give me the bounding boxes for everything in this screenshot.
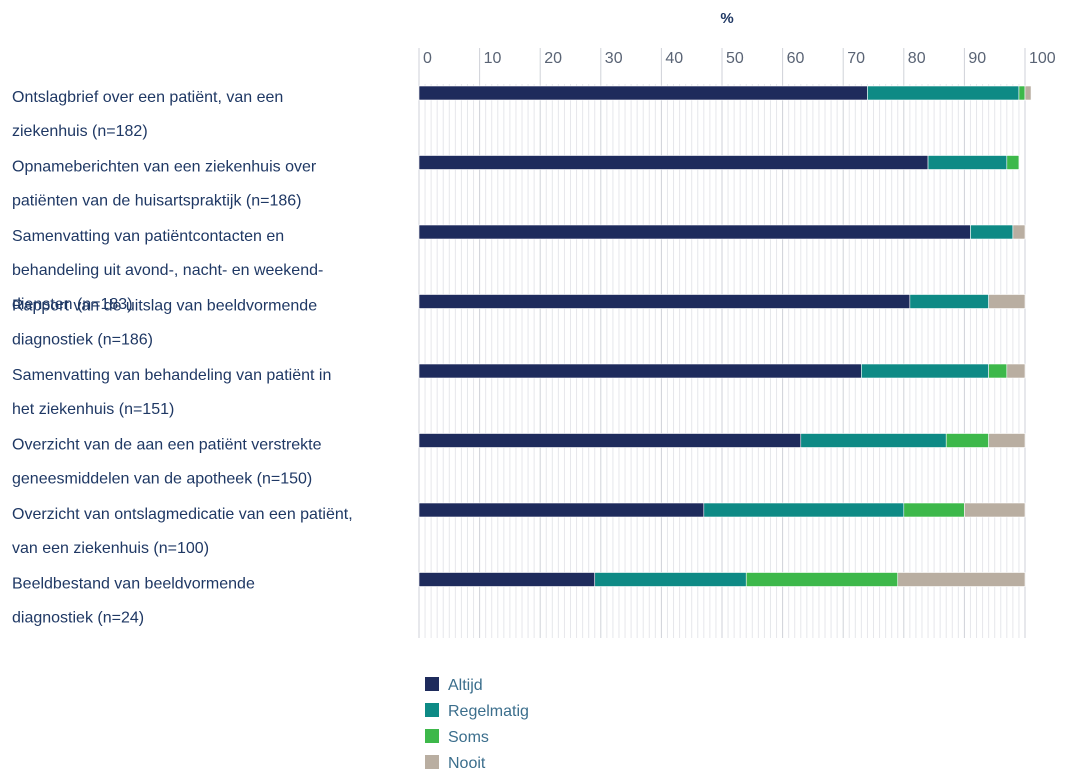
category-label-line: diagnostiek (n=24)	[12, 610, 144, 627]
category-label: Overzicht van de aan een patiënt verstre…	[12, 437, 322, 488]
category-label-line: ziekenhuis (n=182)	[12, 123, 148, 140]
category-label-line: Samenvatting van patiëntcontacten en	[12, 228, 284, 245]
bar-segment-soms	[1006, 155, 1020, 170]
category-label-line: Opnameberichten van een ziekenhuis over	[12, 159, 317, 176]
bar-segment-altijd	[418, 224, 971, 240]
category-label-line: Beeldbestand van beeldvormende	[12, 576, 255, 593]
category-label-line: Samenvatting van behandeling van patiënt…	[12, 367, 331, 384]
legend-swatch	[425, 703, 439, 717]
x-tick-label: 20	[544, 50, 562, 67]
legend: Altijd Regelmatig Soms Nooit	[425, 677, 529, 772]
bar-segment-regelmatig	[800, 433, 947, 448]
bar-segment-nooit	[964, 502, 1026, 518]
legend-label: Soms	[448, 729, 489, 746]
legend-swatch	[425, 677, 439, 691]
bar-segment-regelmatig	[970, 224, 1014, 240]
grid-lines	[418, 48, 1026, 638]
legend-swatch	[425, 755, 439, 769]
bar-segment-altijd	[418, 294, 911, 309]
bar-segment-nooit	[1006, 363, 1026, 379]
bar-segment-nooit	[988, 433, 1026, 448]
bar-segment-regelmatig	[909, 294, 989, 309]
category-label-line: Rapport van de uitslag van beeldvormende	[12, 298, 317, 315]
bar-segment-regelmatig	[867, 85, 1020, 101]
category-label-line: behandeling uit avond-, nacht- en weeken…	[12, 262, 323, 279]
category-label: Samenvatting van behandeling van patiënt…	[12, 367, 331, 418]
category-label: Rapport van de uitslag van beeldvormende…	[12, 298, 317, 349]
legend-label: Altijd	[448, 677, 483, 694]
category-label-line: Overzicht van ontslagmedicatie van een p…	[12, 506, 353, 523]
bar-segment-altijd	[418, 433, 802, 448]
bar-segment-regelmatig	[927, 155, 1008, 170]
x-tick-label: 60	[787, 50, 805, 67]
legend-label: Nooit	[448, 755, 486, 772]
x-tick-label: 40	[665, 50, 683, 67]
bar-segment-altijd	[418, 502, 705, 518]
legend-swatch	[425, 729, 439, 743]
category-label-line: geneesmiddelen van de apotheek (n=150)	[12, 471, 312, 488]
bar-segment-regelmatig	[861, 363, 989, 379]
bar-segment-soms	[945, 433, 989, 448]
legend-label: Regelmatig	[448, 703, 529, 720]
x-axis-label: %	[720, 10, 733, 27]
x-axis-ticks: 0 10 20 30 40 50 60 70 80 90 100	[423, 50, 1056, 67]
bar-segment-soms	[1018, 85, 1026, 101]
bar-segment-soms	[745, 572, 899, 587]
category-label-line: van een ziekenhuis (n=100)	[12, 540, 209, 557]
category-label: Ontslagbrief over een patiënt, van een zi…	[12, 89, 283, 140]
category-label: Opnameberichten van een ziekenhuis over p…	[12, 159, 317, 210]
bar-segment-altijd	[418, 363, 862, 379]
x-tick-label: 0	[423, 50, 432, 67]
x-tick-label: 10	[484, 50, 502, 67]
bar-segment-soms	[903, 502, 965, 518]
bar-segment-altijd	[418, 155, 929, 170]
x-tick-label: 100	[1029, 50, 1056, 67]
category-label-line: diensten (n=183)	[12, 296, 133, 313]
category-label: Samenvatting van patiëntcontacten en beha…	[12, 228, 323, 313]
bar-segment-soms	[988, 363, 1008, 379]
bar-segment-nooit	[897, 572, 1026, 587]
category-label: Overzicht van ontslagmedicatie van een p…	[12, 506, 353, 557]
bar-segment-regelmatig	[594, 572, 747, 587]
x-tick-label: 50	[726, 50, 744, 67]
x-tick-label: 30	[605, 50, 623, 67]
bar-segment-altijd	[418, 85, 868, 101]
bar-segment-altijd	[418, 572, 596, 587]
bar-segment-nooit	[1012, 224, 1026, 240]
x-tick-label: 70	[847, 50, 865, 67]
category-label-line: diagnostiek (n=186)	[12, 332, 153, 349]
category-label-line: patiënten van de huisartspraktijk (n=186…	[12, 193, 302, 210]
category-label-line: het ziekenhuis (n=151)	[12, 401, 174, 418]
category-labels: Ontslagbrief over een patiënt, van een zi…	[12, 89, 353, 627]
x-tick-label: 90	[968, 50, 986, 67]
bar-segment-regelmatig	[703, 502, 905, 518]
category-label: Beeldbestand van beeldvormende diagnostie…	[12, 576, 255, 627]
bars	[418, 85, 1032, 587]
x-tick-label: 80	[908, 50, 926, 67]
bar-segment-nooit	[988, 294, 1026, 309]
category-label-line: Overzicht van de aan een patiënt verstre…	[12, 437, 322, 454]
category-label-line: Ontslagbrief over een patiënt, van een	[12, 89, 283, 106]
bar-segment-nooit	[1024, 85, 1032, 101]
